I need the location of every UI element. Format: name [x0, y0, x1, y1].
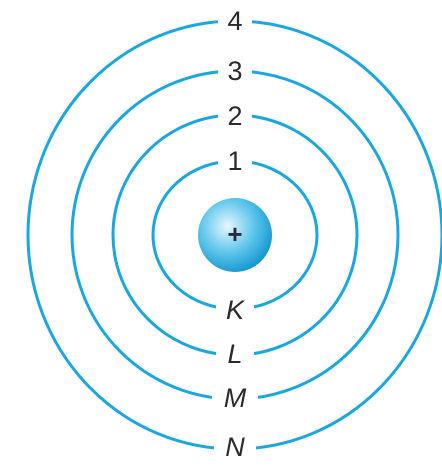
shell-letter-m: M	[224, 383, 247, 413]
shell-letter-labels: K L M N	[212, 293, 258, 465]
nucleus-charge-sign: +	[227, 219, 242, 249]
nucleus-sphere	[198, 198, 272, 272]
nucleus: +	[198, 198, 272, 272]
shell-letter-n: N	[225, 432, 245, 462]
shell-number-1: 1	[227, 146, 242, 176]
shell-number-3: 3	[227, 56, 242, 86]
shell-letter-l: L	[227, 339, 242, 369]
shell-number-4: 4	[227, 6, 242, 36]
shell-letter-k: K	[226, 295, 245, 325]
shell-number-labels: 4 3 2 1	[218, 5, 252, 179]
shell-number-2: 2	[227, 101, 242, 131]
